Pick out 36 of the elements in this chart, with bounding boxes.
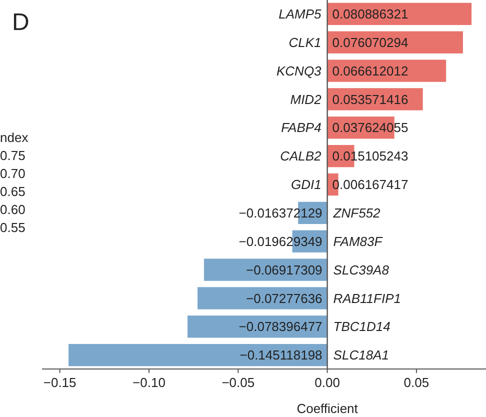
y-tick-label: FAM83F — [333, 234, 384, 249]
text: 0.70 — [0, 166, 26, 181]
y-tick-label: LAMP5 — [278, 6, 322, 22]
y-tick-label: SLC18A1 — [333, 348, 389, 363]
x-tick-label: 0.00 — [314, 375, 340, 390]
bar — [198, 287, 328, 310]
data-label: −0.078396477 — [238, 319, 322, 334]
y-tick-label: ZNF552 — [332, 205, 382, 220]
x-tick-label: −0.15 — [43, 375, 76, 390]
y-tick-label: TBC1D14 — [333, 319, 390, 334]
data-label: 0.066612012 — [332, 63, 408, 78]
data-label: 0.080886321 — [332, 6, 408, 22]
text: 0.55 — [0, 220, 26, 235]
x-tick-label: −0.10 — [132, 375, 166, 390]
data-label: −0.07277636 — [246, 290, 322, 306]
y-tick-label: KCNQ3 — [276, 63, 322, 78]
text: ndex — [0, 130, 29, 145]
x-tick-label: −0.05 — [222, 375, 255, 390]
x-axis-title: Coefficient — [296, 401, 358, 416]
bar — [68, 344, 328, 366]
text: 0.75 — [0, 148, 26, 163]
text: 0.65 — [0, 184, 26, 199]
data-label: 0.076070294 — [332, 34, 408, 50]
y-tick-label: GDI1 — [290, 177, 322, 192]
y-tick-label: CLK1 — [288, 34, 322, 50]
y-tick-label: FABP4 — [281, 120, 322, 136]
data-label: −0.145118198 — [240, 348, 322, 363]
data-label: −0.06917309 — [246, 262, 322, 278]
text: 0.60 — [0, 202, 26, 217]
x-tick-label: 0.05 — [404, 375, 430, 390]
chart-title: D — [12, 9, 30, 36]
data-label: 0.053571416 — [332, 92, 408, 107]
y-tick-label: SLC39A8 — [333, 262, 390, 278]
y-tick-label: RAB11FIP1 — [333, 290, 401, 306]
y-tick-label: MID2 — [290, 92, 322, 107]
y-tick-label: CALB2 — [280, 148, 322, 164]
